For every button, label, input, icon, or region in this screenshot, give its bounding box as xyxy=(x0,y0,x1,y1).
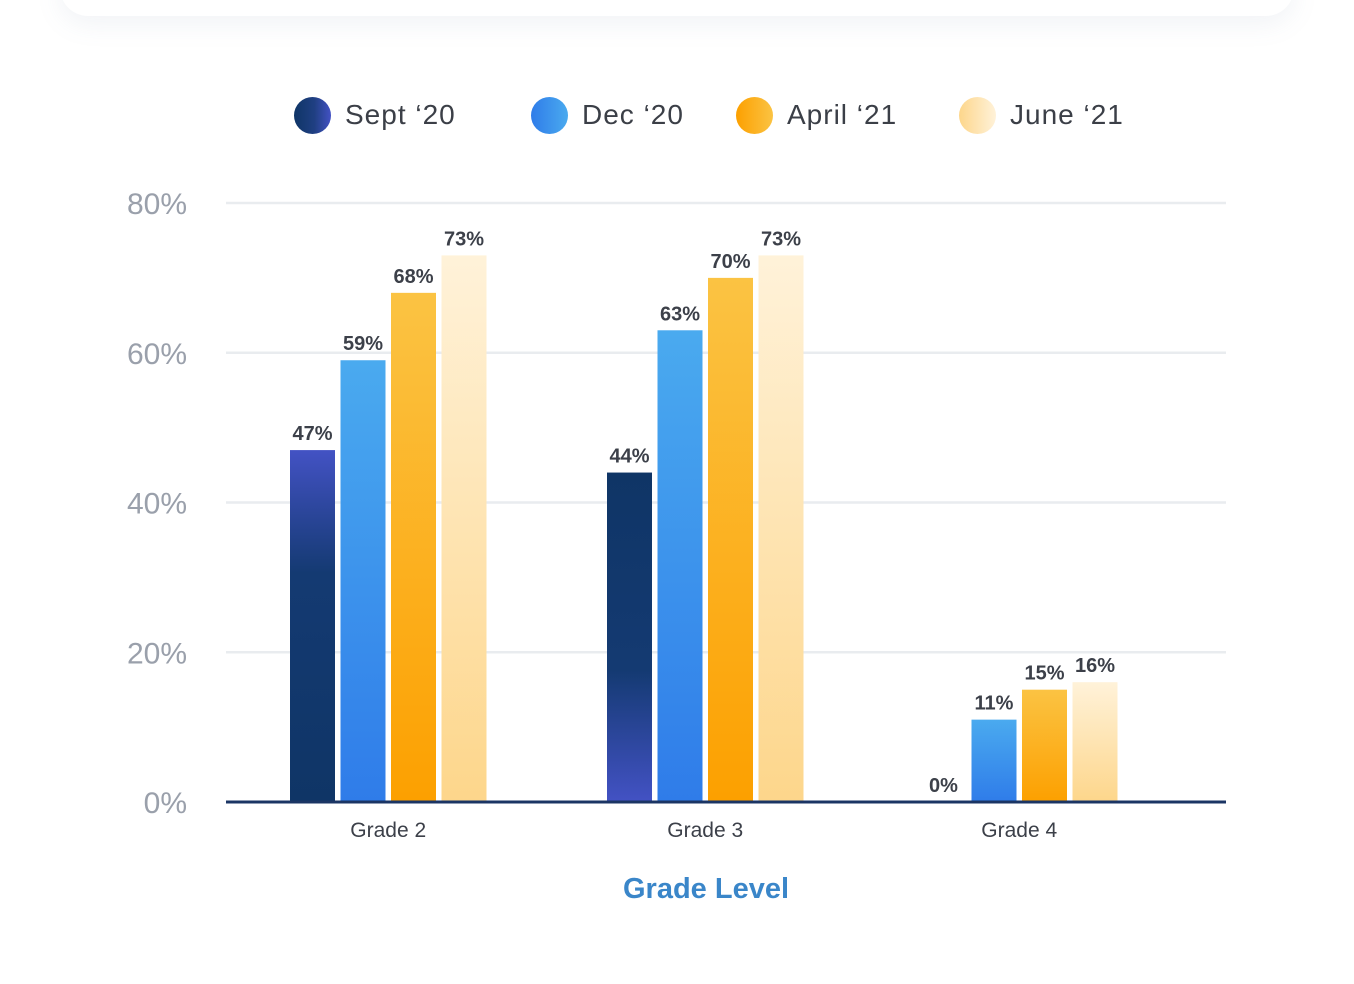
legend-item-sept-20[interactable]: Sept ‘20 xyxy=(294,92,456,138)
y-tick-label: 40% xyxy=(127,488,187,521)
bar-orange-grade-3[interactable] xyxy=(708,277,753,802)
data-label: 11% xyxy=(975,693,1014,715)
y-tick-label: 80% xyxy=(127,188,187,221)
data-label: 73% xyxy=(444,228,484,250)
legend-swatch-april-21 xyxy=(736,96,773,134)
bar-cream-grade-2[interactable] xyxy=(441,255,487,803)
data-label: 47% xyxy=(292,423,332,445)
bar-blue-grade-4[interactable] xyxy=(971,719,1017,802)
chart-legend: Sept ‘20 Dec ‘20 April ‘21 June ‘21 xyxy=(0,92,1354,138)
y-tick-label: 60% xyxy=(127,338,187,371)
bar-blue-grade-3[interactable] xyxy=(657,330,703,802)
legend-swatch-dec-20 xyxy=(531,96,568,134)
legend-item-april-21[interactable]: April ‘21 xyxy=(736,92,897,138)
bar-orange-grade-2[interactable] xyxy=(391,292,436,802)
legend-swatch-june-21 xyxy=(959,96,996,134)
bar-cream-grade-4[interactable] xyxy=(1072,682,1118,802)
y-tick-label: 20% xyxy=(127,637,187,670)
y-tick-label: 0% xyxy=(144,787,187,820)
data-label: 59% xyxy=(343,333,383,355)
x-tick-label: Grade 3 xyxy=(667,819,743,842)
data-label: 44% xyxy=(609,446,649,468)
data-label: 15% xyxy=(1024,663,1064,685)
bar-cream-grade-3[interactable] xyxy=(758,255,804,803)
legend-swatch-sept-20 xyxy=(294,96,331,134)
x-axis-title: Grade Level xyxy=(623,873,789,905)
bar-orange-grade-4[interactable] xyxy=(1022,689,1067,802)
card-top-edge xyxy=(60,0,1294,16)
data-label: 68% xyxy=(393,266,433,288)
data-label: 0% xyxy=(929,775,958,797)
data-label: 70% xyxy=(710,251,750,273)
data-label: 73% xyxy=(761,228,801,250)
data-label: 16% xyxy=(1075,655,1115,677)
legend-item-june-21[interactable]: June ‘21 xyxy=(959,92,1124,138)
x-tick-label: Grade 2 xyxy=(350,819,426,842)
legend-label-june-21: June ‘21 xyxy=(1010,99,1124,130)
x-tick-label: Grade 4 xyxy=(981,819,1057,842)
legend-label-april-21: April ‘21 xyxy=(787,99,898,130)
legend-label-dec-20: Dec ‘20 xyxy=(582,99,684,130)
legend-item-dec-20[interactable]: Dec ‘20 xyxy=(531,92,684,138)
data-label: 63% xyxy=(660,303,700,325)
bar-blue-grade-2[interactable] xyxy=(340,360,386,802)
bar-navy-grade-2[interactable] xyxy=(290,450,335,802)
bar-navy-grade-3[interactable] xyxy=(607,472,652,802)
legend-label-sept-20: Sept ‘20 xyxy=(345,99,456,130)
